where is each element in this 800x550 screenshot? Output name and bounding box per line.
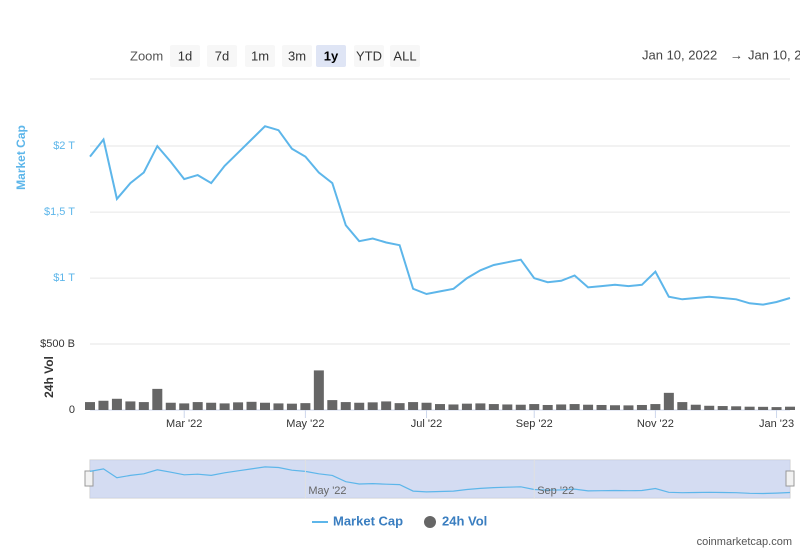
zoom-button[interactable]: 1d bbox=[178, 48, 192, 63]
y-axis-title: Market Cap bbox=[14, 125, 28, 190]
volume-bar bbox=[529, 404, 540, 410]
volume-bar bbox=[569, 404, 580, 410]
zoom-button[interactable]: 7d bbox=[215, 48, 229, 63]
zoom-button-bg[interactable] bbox=[316, 45, 346, 67]
navigator-label: May '22 bbox=[308, 485, 346, 497]
y-tick-label: $1,5 T bbox=[44, 206, 75, 218]
volume-bar bbox=[502, 404, 513, 410]
legend-label[interactable]: Market Cap bbox=[333, 513, 403, 528]
volume-bar bbox=[408, 402, 419, 410]
volume-bar bbox=[771, 407, 782, 410]
zoom-button[interactable]: 1y bbox=[324, 48, 339, 63]
volume-bar bbox=[690, 404, 701, 410]
volume-bar bbox=[744, 406, 755, 410]
y2-axis-title: 24h Vol bbox=[42, 356, 56, 398]
volume-bar bbox=[85, 402, 95, 410]
credit: coinmarketcap.com bbox=[697, 536, 792, 548]
navigator-handle[interactable] bbox=[84, 470, 94, 487]
volume-bar bbox=[610, 405, 620, 410]
volume-bar bbox=[650, 404, 661, 410]
zoom-button-bg[interactable] bbox=[282, 45, 312, 67]
volume-bar bbox=[125, 401, 136, 410]
volume-bar bbox=[152, 388, 163, 410]
x-tick-label: Jan '23 bbox=[759, 418, 794, 430]
volume-bar bbox=[206, 402, 217, 410]
volume-bar bbox=[260, 402, 270, 410]
range-from: Jan 10, 2022 bbox=[642, 47, 717, 62]
volume-bar bbox=[300, 403, 311, 410]
x-tick-label: Nov '22 bbox=[637, 418, 674, 430]
volume-bar bbox=[313, 370, 324, 410]
zoom-button-bg[interactable] bbox=[245, 45, 275, 67]
y-tick-label: $1 T bbox=[53, 272, 75, 284]
volume-bar bbox=[623, 405, 634, 410]
volume-bar bbox=[717, 406, 728, 410]
volume-bar bbox=[583, 404, 594, 410]
volume-bar bbox=[596, 404, 607, 410]
legend-swatch bbox=[424, 516, 436, 528]
volume-bar bbox=[98, 400, 109, 410]
y2-tick-label: 0 bbox=[69, 404, 75, 416]
volume-bar bbox=[381, 401, 392, 410]
zoom-button[interactable]: YTD bbox=[356, 48, 382, 63]
y2-tick-label: $500 B bbox=[40, 338, 75, 350]
range-to: Jan 10, 2023 bbox=[748, 47, 800, 62]
volume-bar bbox=[354, 402, 365, 410]
volume-bar bbox=[286, 403, 297, 410]
legend-label[interactable]: 24h Vol bbox=[442, 513, 487, 528]
zoom-label: Zoom bbox=[130, 48, 163, 63]
x-tick-label: Sep '22 bbox=[516, 418, 553, 430]
zoom-button-bg[interactable] bbox=[354, 45, 384, 67]
volume-bar bbox=[367, 402, 378, 410]
volume-bar bbox=[192, 402, 203, 410]
volume-bar bbox=[165, 402, 176, 410]
zoom-button-bg[interactable] bbox=[170, 45, 200, 67]
volume-bar bbox=[636, 404, 647, 410]
volume-bar bbox=[704, 405, 715, 410]
volume-bar bbox=[421, 402, 432, 410]
volume-bar bbox=[556, 404, 567, 410]
volume-bar bbox=[233, 402, 244, 410]
zoom-button[interactable]: ALL bbox=[393, 48, 416, 63]
volume-bar bbox=[488, 404, 499, 410]
volume-bar bbox=[435, 404, 445, 410]
zoom-button-bg[interactable] bbox=[390, 45, 420, 67]
navigator-handle[interactable] bbox=[785, 470, 795, 487]
volume-bar bbox=[758, 406, 769, 410]
zoom-button[interactable]: 1m bbox=[251, 48, 269, 63]
navigator-line bbox=[89, 466, 791, 495]
volume-bar bbox=[179, 403, 190, 410]
volume-bar bbox=[246, 401, 257, 410]
volume-bar bbox=[515, 404, 526, 410]
navigator-label: Sep '22 bbox=[537, 485, 574, 497]
zoom-button-bg[interactable] bbox=[207, 45, 237, 67]
x-tick-label: Mar '22 bbox=[166, 418, 202, 430]
volume-bar bbox=[785, 406, 795, 410]
volume-bar bbox=[731, 406, 742, 410]
volume-bar bbox=[677, 402, 688, 410]
volume-bar bbox=[340, 402, 351, 410]
volume-bar bbox=[111, 398, 122, 410]
volume-bar bbox=[663, 392, 674, 410]
volume-bar bbox=[394, 403, 405, 410]
x-tick-label: May '22 bbox=[286, 418, 324, 430]
market-cap-line bbox=[89, 125, 791, 306]
volume-bar bbox=[461, 403, 472, 410]
volume-bar bbox=[475, 403, 486, 410]
volume-bar bbox=[448, 404, 459, 410]
volume-bar bbox=[273, 403, 284, 410]
range-arrow: → bbox=[730, 47, 743, 62]
y-tick-label: $2 T bbox=[53, 140, 75, 152]
volume-bar bbox=[138, 402, 149, 410]
x-tick-label: Jul '22 bbox=[411, 418, 442, 430]
volume-bar bbox=[542, 404, 553, 410]
volume-bar bbox=[219, 403, 230, 410]
volume-bar bbox=[327, 400, 338, 410]
zoom-button[interactable]: 3m bbox=[288, 48, 306, 63]
